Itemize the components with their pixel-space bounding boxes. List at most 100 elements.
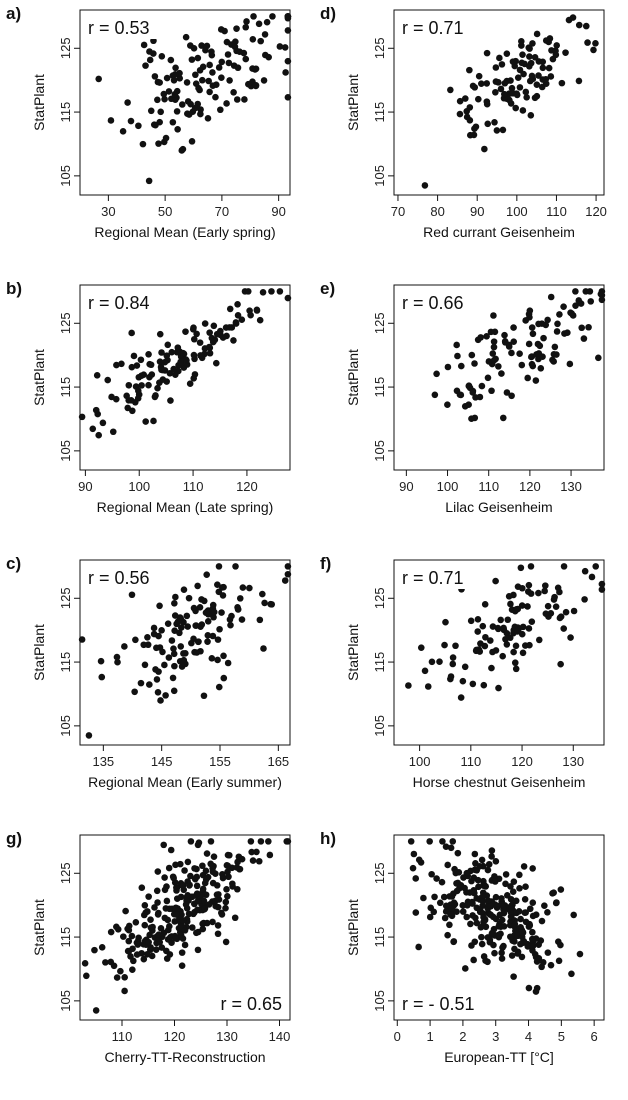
- data-point: [104, 376, 112, 384]
- data-point: [109, 428, 117, 436]
- data-point: [533, 30, 541, 38]
- data-point: [472, 914, 479, 922]
- data-point: [493, 127, 501, 134]
- data-point: [241, 96, 248, 103]
- annotation-background: [399, 17, 487, 39]
- data-point: [239, 584, 247, 591]
- y-tick-label: 115: [58, 102, 73, 123]
- data-point: [505, 343, 513, 350]
- data-point: [525, 310, 533, 318]
- data-point: [558, 79, 566, 87]
- data-point: [507, 100, 515, 107]
- scatter-panel: e) 105 115 125 90 100 110 120 130 Lilac Geisenhei…: [314, 275, 614, 540]
- data-point: [224, 851, 232, 859]
- data-point: [459, 677, 467, 685]
- data-point: [557, 660, 564, 668]
- data-point: [472, 123, 480, 131]
- data-point: [446, 893, 453, 900]
- data-point: [510, 338, 518, 345]
- data-point: [560, 625, 568, 632]
- data-point: [146, 56, 154, 64]
- data-point: [196, 66, 204, 74]
- data-point: [110, 962, 118, 970]
- data-point: [539, 353, 546, 361]
- data-point: [461, 663, 469, 671]
- data-point: [518, 38, 525, 45]
- data-point: [457, 694, 465, 701]
- data-point: [454, 849, 462, 857]
- data-point: [526, 641, 533, 649]
- data-point: [542, 610, 550, 617]
- data-point: [232, 563, 239, 570]
- correlation-annotation: r = 0.53: [88, 18, 150, 38]
- data-point: [209, 918, 216, 926]
- data-point: [156, 330, 164, 338]
- data-point: [560, 303, 567, 310]
- data-point: [189, 924, 196, 931]
- data-point: [107, 928, 115, 936]
- data-point: [522, 317, 529, 324]
- data-point: [218, 911, 226, 918]
- data-point: [498, 949, 505, 957]
- data-point: [162, 692, 169, 699]
- data-point: [495, 684, 502, 692]
- data-point: [93, 372, 101, 379]
- data-point: [489, 623, 497, 630]
- data-point: [150, 624, 158, 632]
- data-point: [410, 850, 418, 858]
- data-point: [214, 636, 222, 643]
- data-point: [208, 48, 215, 56]
- data-point: [284, 57, 292, 65]
- x-tick-label: 100: [409, 754, 431, 769]
- data-point: [488, 664, 495, 672]
- data-point: [499, 652, 506, 660]
- data-point: [204, 632, 212, 639]
- data-point: [130, 352, 138, 360]
- data-point: [508, 84, 516, 92]
- y-tick-label: 105: [58, 440, 73, 462]
- data-point: [199, 862, 206, 870]
- y-tick-label: 125: [58, 862, 73, 884]
- data-point: [439, 838, 446, 845]
- data-point: [181, 941, 189, 949]
- data-point: [489, 648, 496, 656]
- x-tick-label: 110: [546, 204, 567, 219]
- data-point: [135, 934, 142, 942]
- data-point: [484, 866, 492, 874]
- correlation-annotation: r = 0.66: [402, 293, 464, 313]
- data-point: [153, 644, 160, 652]
- data-point: [463, 913, 471, 921]
- data-point: [236, 595, 244, 602]
- x-tick-label: 70: [391, 204, 405, 219]
- y-tick-label: 125: [372, 312, 387, 334]
- data-point: [145, 938, 152, 946]
- data-point: [457, 882, 465, 889]
- data-point: [516, 350, 523, 357]
- data-point: [215, 588, 223, 596]
- data-point: [511, 659, 519, 667]
- data-point: [471, 866, 479, 874]
- data-point: [588, 573, 596, 581]
- data-point: [477, 924, 485, 931]
- data-point: [498, 895, 505, 902]
- data-point: [164, 341, 172, 349]
- data-point: [542, 75, 550, 83]
- data-point: [480, 914, 487, 921]
- data-point: [132, 918, 140, 926]
- data-point: [135, 373, 143, 381]
- data-point: [246, 584, 253, 592]
- data-point: [456, 110, 464, 118]
- data-point: [163, 74, 171, 82]
- x-tick-label: 6: [591, 1029, 598, 1044]
- data-point: [202, 609, 210, 616]
- data-point: [182, 356, 190, 363]
- data-point: [194, 638, 202, 646]
- data-point: [224, 51, 232, 58]
- data-point: [184, 623, 191, 630]
- data-point: [150, 37, 157, 45]
- data-point: [113, 974, 121, 981]
- y-tick-label: 115: [372, 927, 387, 948]
- data-point: [159, 366, 167, 374]
- data-point: [495, 931, 502, 939]
- data-point: [498, 901, 506, 909]
